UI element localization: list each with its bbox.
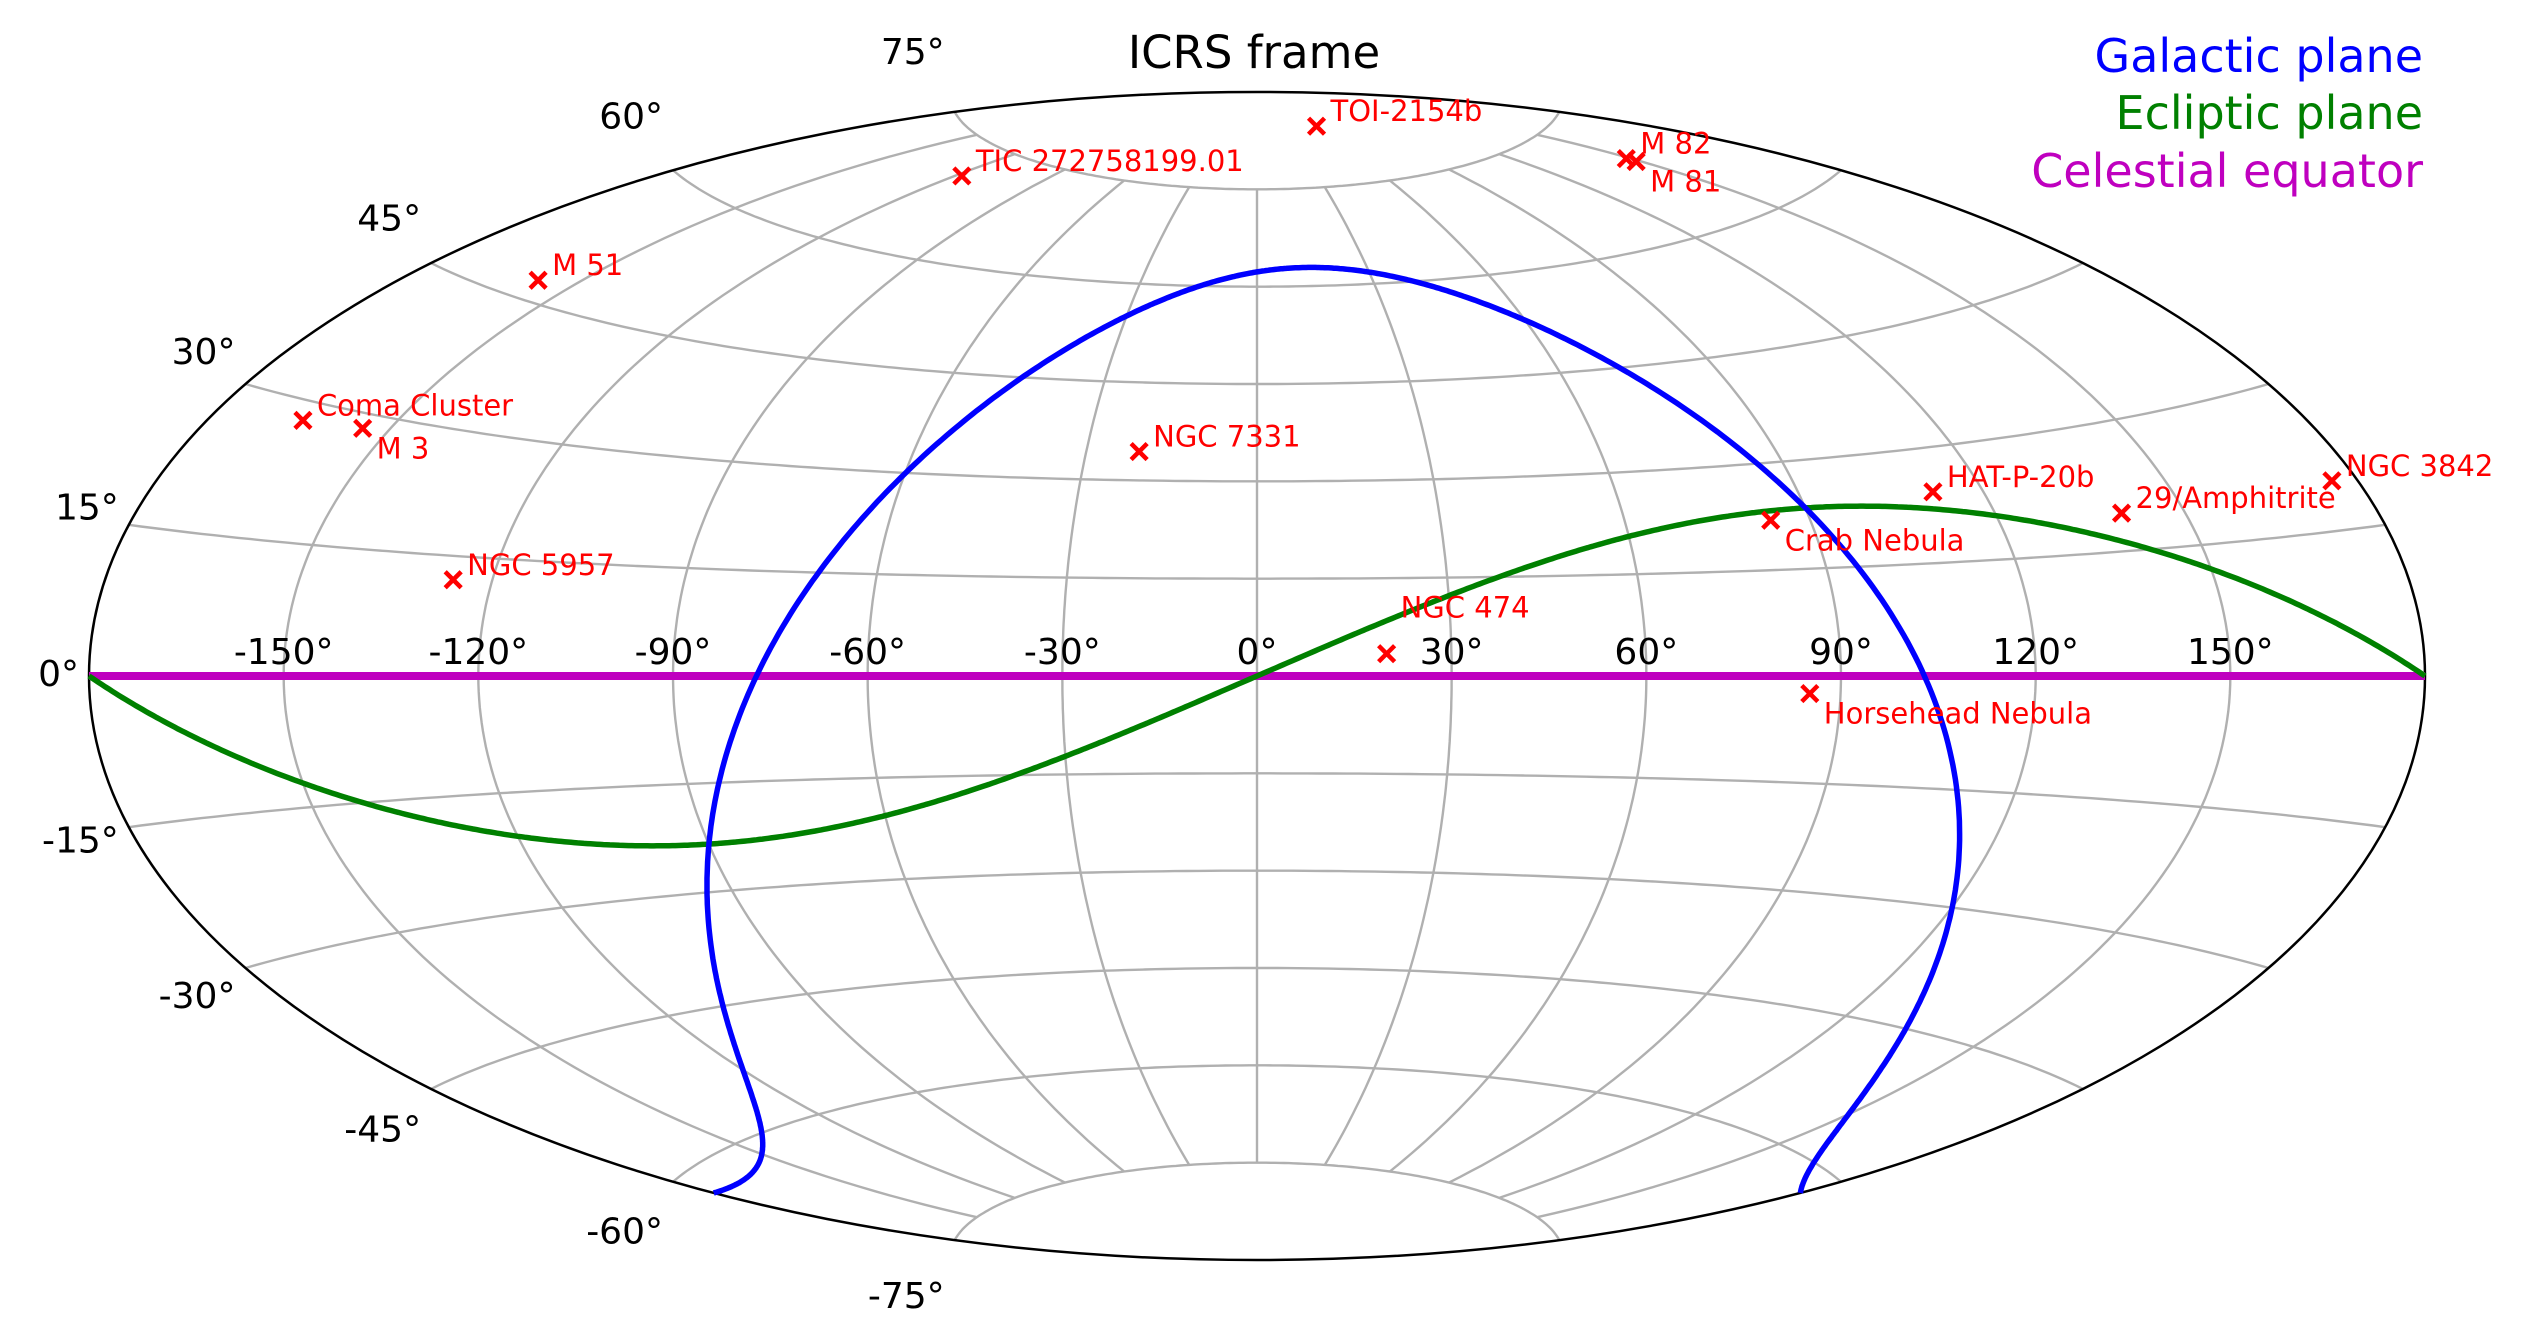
x-marker-icon bbox=[1923, 482, 1943, 502]
marker-point: Horsehead Nebula bbox=[1800, 683, 2092, 731]
x-tick-label: 30° bbox=[1420, 632, 1484, 673]
legend: Galactic plane Ecliptic plane Celestial … bbox=[2031, 29, 2423, 198]
marker-point: Crab Nebula bbox=[1761, 510, 1965, 557]
x-tick-label: -150° bbox=[234, 632, 334, 673]
x-marker-icon bbox=[1306, 116, 1327, 136]
point-label: NGC 5957 bbox=[467, 548, 614, 582]
point-label: NGC 7331 bbox=[1153, 420, 1300, 454]
y-tick-label: -15° bbox=[42, 821, 119, 862]
point-label: HAT-P-20b bbox=[1947, 460, 2095, 494]
marker-point: M 51 bbox=[528, 248, 623, 290]
x-tick-label: 90° bbox=[1809, 632, 1873, 673]
point-label: NGC 3842 bbox=[2346, 449, 2493, 483]
x-tick-label: -60° bbox=[829, 632, 906, 673]
x-tick-label: 60° bbox=[1614, 632, 1678, 673]
x-tick-label: 150° bbox=[2187, 632, 2274, 673]
marker-point: NGC 474 bbox=[1377, 591, 1530, 664]
x-marker-icon bbox=[353, 418, 373, 438]
x-marker-icon bbox=[1626, 151, 1646, 172]
y-tick-label: 45° bbox=[357, 199, 421, 240]
y-tick-labels: -75° -60° -45° -30° -15° 0° 15° 30° 45° 60° 75° bbox=[38, 32, 945, 1317]
y-tick-label: -60° bbox=[586, 1212, 663, 1253]
x-tick-label: 0° bbox=[1237, 632, 1278, 673]
x-marker-icon bbox=[2111, 503, 2132, 523]
markers: TIC 272758199.01 TOI-2154b M 82M 81 M 51 Com… bbox=[293, 94, 2493, 731]
point-label: Horsehead Nebula bbox=[1824, 697, 2092, 731]
y-tick-label: -30° bbox=[159, 976, 236, 1017]
point-label: 29/Amphitrite bbox=[2136, 481, 2336, 515]
x-tick-label: -30° bbox=[1024, 632, 1101, 673]
y-tick-label: -45° bbox=[344, 1109, 421, 1150]
x-marker-icon bbox=[1129, 441, 1149, 462]
marker-point: NGC 7331 bbox=[1129, 420, 1301, 462]
marker-point: NGC 3842 bbox=[2322, 449, 2493, 491]
point-label: TIC 272758199.01 bbox=[975, 144, 1244, 178]
parallel-gridline bbox=[953, 1161, 1561, 1241]
x-marker-icon bbox=[2322, 471, 2342, 491]
y-tick-label: 0° bbox=[38, 654, 79, 695]
marker-point: TOI-2154b bbox=[1306, 94, 1483, 136]
x-marker-icon bbox=[1377, 644, 1397, 664]
marker-point: NGC 5957 bbox=[443, 548, 615, 590]
x-marker-icon bbox=[952, 166, 972, 186]
x-marker-icon bbox=[1761, 510, 1781, 530]
x-marker-icon bbox=[293, 410, 313, 430]
x-tick-label: 120° bbox=[1992, 632, 2079, 673]
point-label: M 82 bbox=[1640, 127, 1711, 161]
y-tick-label: 30° bbox=[172, 332, 236, 373]
x-tick-label: -90° bbox=[635, 632, 712, 673]
point-label: M 3 bbox=[377, 431, 430, 465]
legend-ecliptic-plane: Ecliptic plane bbox=[2116, 86, 2423, 140]
ecliptic-plane-line bbox=[87, 503, 2427, 849]
point-label: TOI-2154b bbox=[1330, 94, 1483, 128]
point-label: M 81 bbox=[1650, 164, 1721, 198]
legend-galactic-plane: Galactic plane bbox=[2095, 29, 2423, 83]
y-tick-label: -75° bbox=[868, 1276, 945, 1317]
marker-point: M 3 bbox=[353, 418, 430, 465]
y-tick-label: 60° bbox=[599, 96, 663, 137]
point-label: Coma Cluster bbox=[317, 388, 513, 422]
marker-point: TIC 272758199.01 bbox=[952, 144, 1244, 186]
y-tick-label: 75° bbox=[881, 32, 945, 73]
x-tick-label: -120° bbox=[428, 632, 528, 673]
x-marker-icon bbox=[1800, 683, 1820, 704]
x-marker-icon bbox=[443, 570, 463, 590]
point-label: Crab Nebula bbox=[1785, 523, 1965, 557]
legend-celestial-equator: Celestial equator bbox=[2031, 144, 2423, 198]
marker-point: 29/Amphitrite bbox=[2111, 481, 2336, 523]
marker-point: Coma Cluster bbox=[293, 388, 513, 430]
x-marker-icon bbox=[528, 270, 548, 290]
point-label: NGC 474 bbox=[1401, 591, 1530, 625]
curves bbox=[87, 264, 2427, 1196]
marker-point: HAT-P-20b bbox=[1923, 460, 2095, 502]
x-tick-labels: -150° -120° -90° -60° -30° 0° 30° 60° 90° 120° 150… bbox=[234, 632, 2274, 673]
marker-point: M 81 bbox=[1626, 151, 1721, 198]
y-tick-label: 15° bbox=[55, 487, 119, 528]
point-label: M 51 bbox=[552, 248, 623, 282]
chart-title: ICRS frame bbox=[1128, 26, 1380, 79]
galactic-plane-line bbox=[704, 264, 1963, 1196]
